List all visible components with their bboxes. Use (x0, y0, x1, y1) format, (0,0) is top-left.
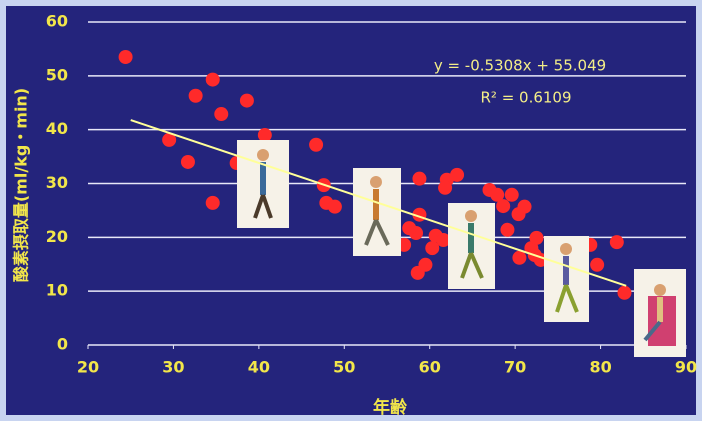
illustration (353, 168, 401, 256)
point (490, 187, 505, 202)
point (590, 257, 605, 272)
point (418, 257, 433, 272)
r-squared: R² = 0.6109 (480, 89, 571, 107)
x-axis-label: 年齢 (373, 397, 408, 418)
y-tick-label: 50 (46, 65, 68, 84)
y-tick-label: 30 (46, 173, 68, 192)
y-tick-label: 0 (57, 335, 68, 354)
x-tick-label: 40 (248, 358, 270, 377)
point (512, 250, 527, 265)
point (438, 180, 453, 195)
point (609, 235, 624, 250)
illustrations (237, 140, 686, 357)
illustration (448, 203, 495, 289)
point (162, 132, 177, 147)
point (529, 230, 544, 245)
point (617, 285, 632, 300)
point (402, 221, 417, 236)
x-tick-label: 80 (589, 358, 611, 377)
y-tick-label: 60 (46, 12, 68, 31)
point (188, 88, 203, 103)
x-tick-label: 70 (504, 358, 526, 377)
y-tick-label: 20 (46, 227, 68, 246)
point (412, 171, 427, 186)
point (239, 93, 254, 108)
point (500, 222, 515, 237)
point (309, 137, 324, 152)
equation: y = -0.5308x + 55.049 (434, 57, 606, 75)
point (517, 199, 532, 214)
illustration (634, 269, 686, 357)
point (180, 154, 195, 169)
point (436, 233, 451, 248)
point (205, 72, 220, 87)
point (425, 241, 440, 256)
y-tick-label: 10 (46, 281, 68, 300)
x-tick-label: 50 (333, 358, 355, 377)
point (257, 128, 272, 143)
x-tick-label: 90 (675, 358, 697, 377)
point (504, 187, 519, 202)
point (118, 49, 133, 64)
chart-background (6, 6, 696, 415)
x-tick-label: 30 (162, 358, 184, 377)
point (496, 199, 511, 214)
point (327, 199, 342, 214)
x-tick-label: 60 (419, 358, 441, 377)
x-tick-label: 20 (77, 358, 99, 377)
illustration (237, 140, 289, 228)
trendline (130, 119, 627, 287)
point (450, 167, 465, 182)
point (205, 195, 220, 210)
point (214, 107, 229, 122)
illustration (544, 236, 589, 322)
y-axis-label: 酸素摂取量(ml/kg・min) (12, 88, 31, 282)
y-tick-label: 40 (46, 119, 68, 138)
